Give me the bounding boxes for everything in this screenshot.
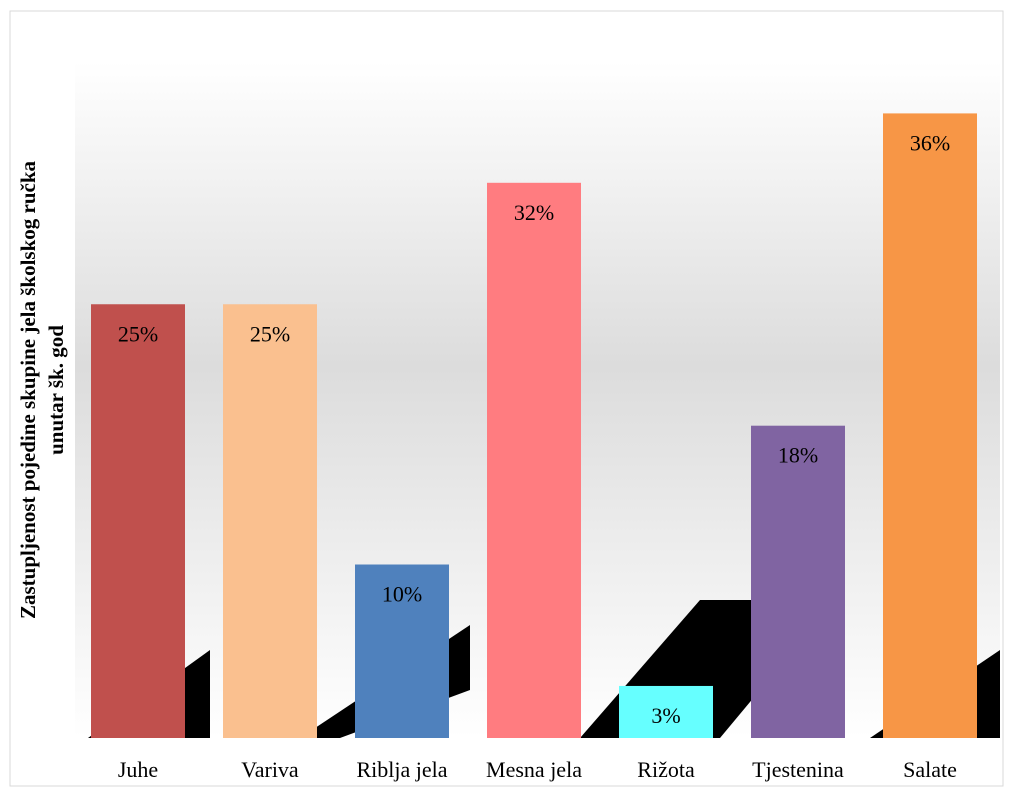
x-tick-label: Juhe [118,757,158,782]
y-axis-label: Zastupljenost pojedine skupine jela škol… [16,160,40,619]
x-tick-label: Rižota [637,757,695,782]
value-label: 25% [250,321,290,346]
y-axis-label: unutar šk. god [44,325,68,455]
value-label: 36% [910,130,950,155]
x-tick-label: Salate [903,757,957,782]
bar [883,113,977,738]
bar [487,182,581,739]
x-tick-label: Variva [241,757,299,782]
value-label: 25% [118,321,158,346]
value-label: 32% [514,200,554,225]
x-tick-label: Riblja jela [356,757,447,782]
bar [91,304,185,738]
x-tick-label: Mesna jela [486,757,582,782]
bar [619,685,713,738]
x-tick-label: Tjestenina [752,757,844,782]
bar [751,425,845,738]
value-label: 3% [651,703,680,728]
bar [355,564,449,738]
value-label: 18% [778,443,818,468]
bar [223,304,317,738]
value-label: 10% [382,582,422,607]
